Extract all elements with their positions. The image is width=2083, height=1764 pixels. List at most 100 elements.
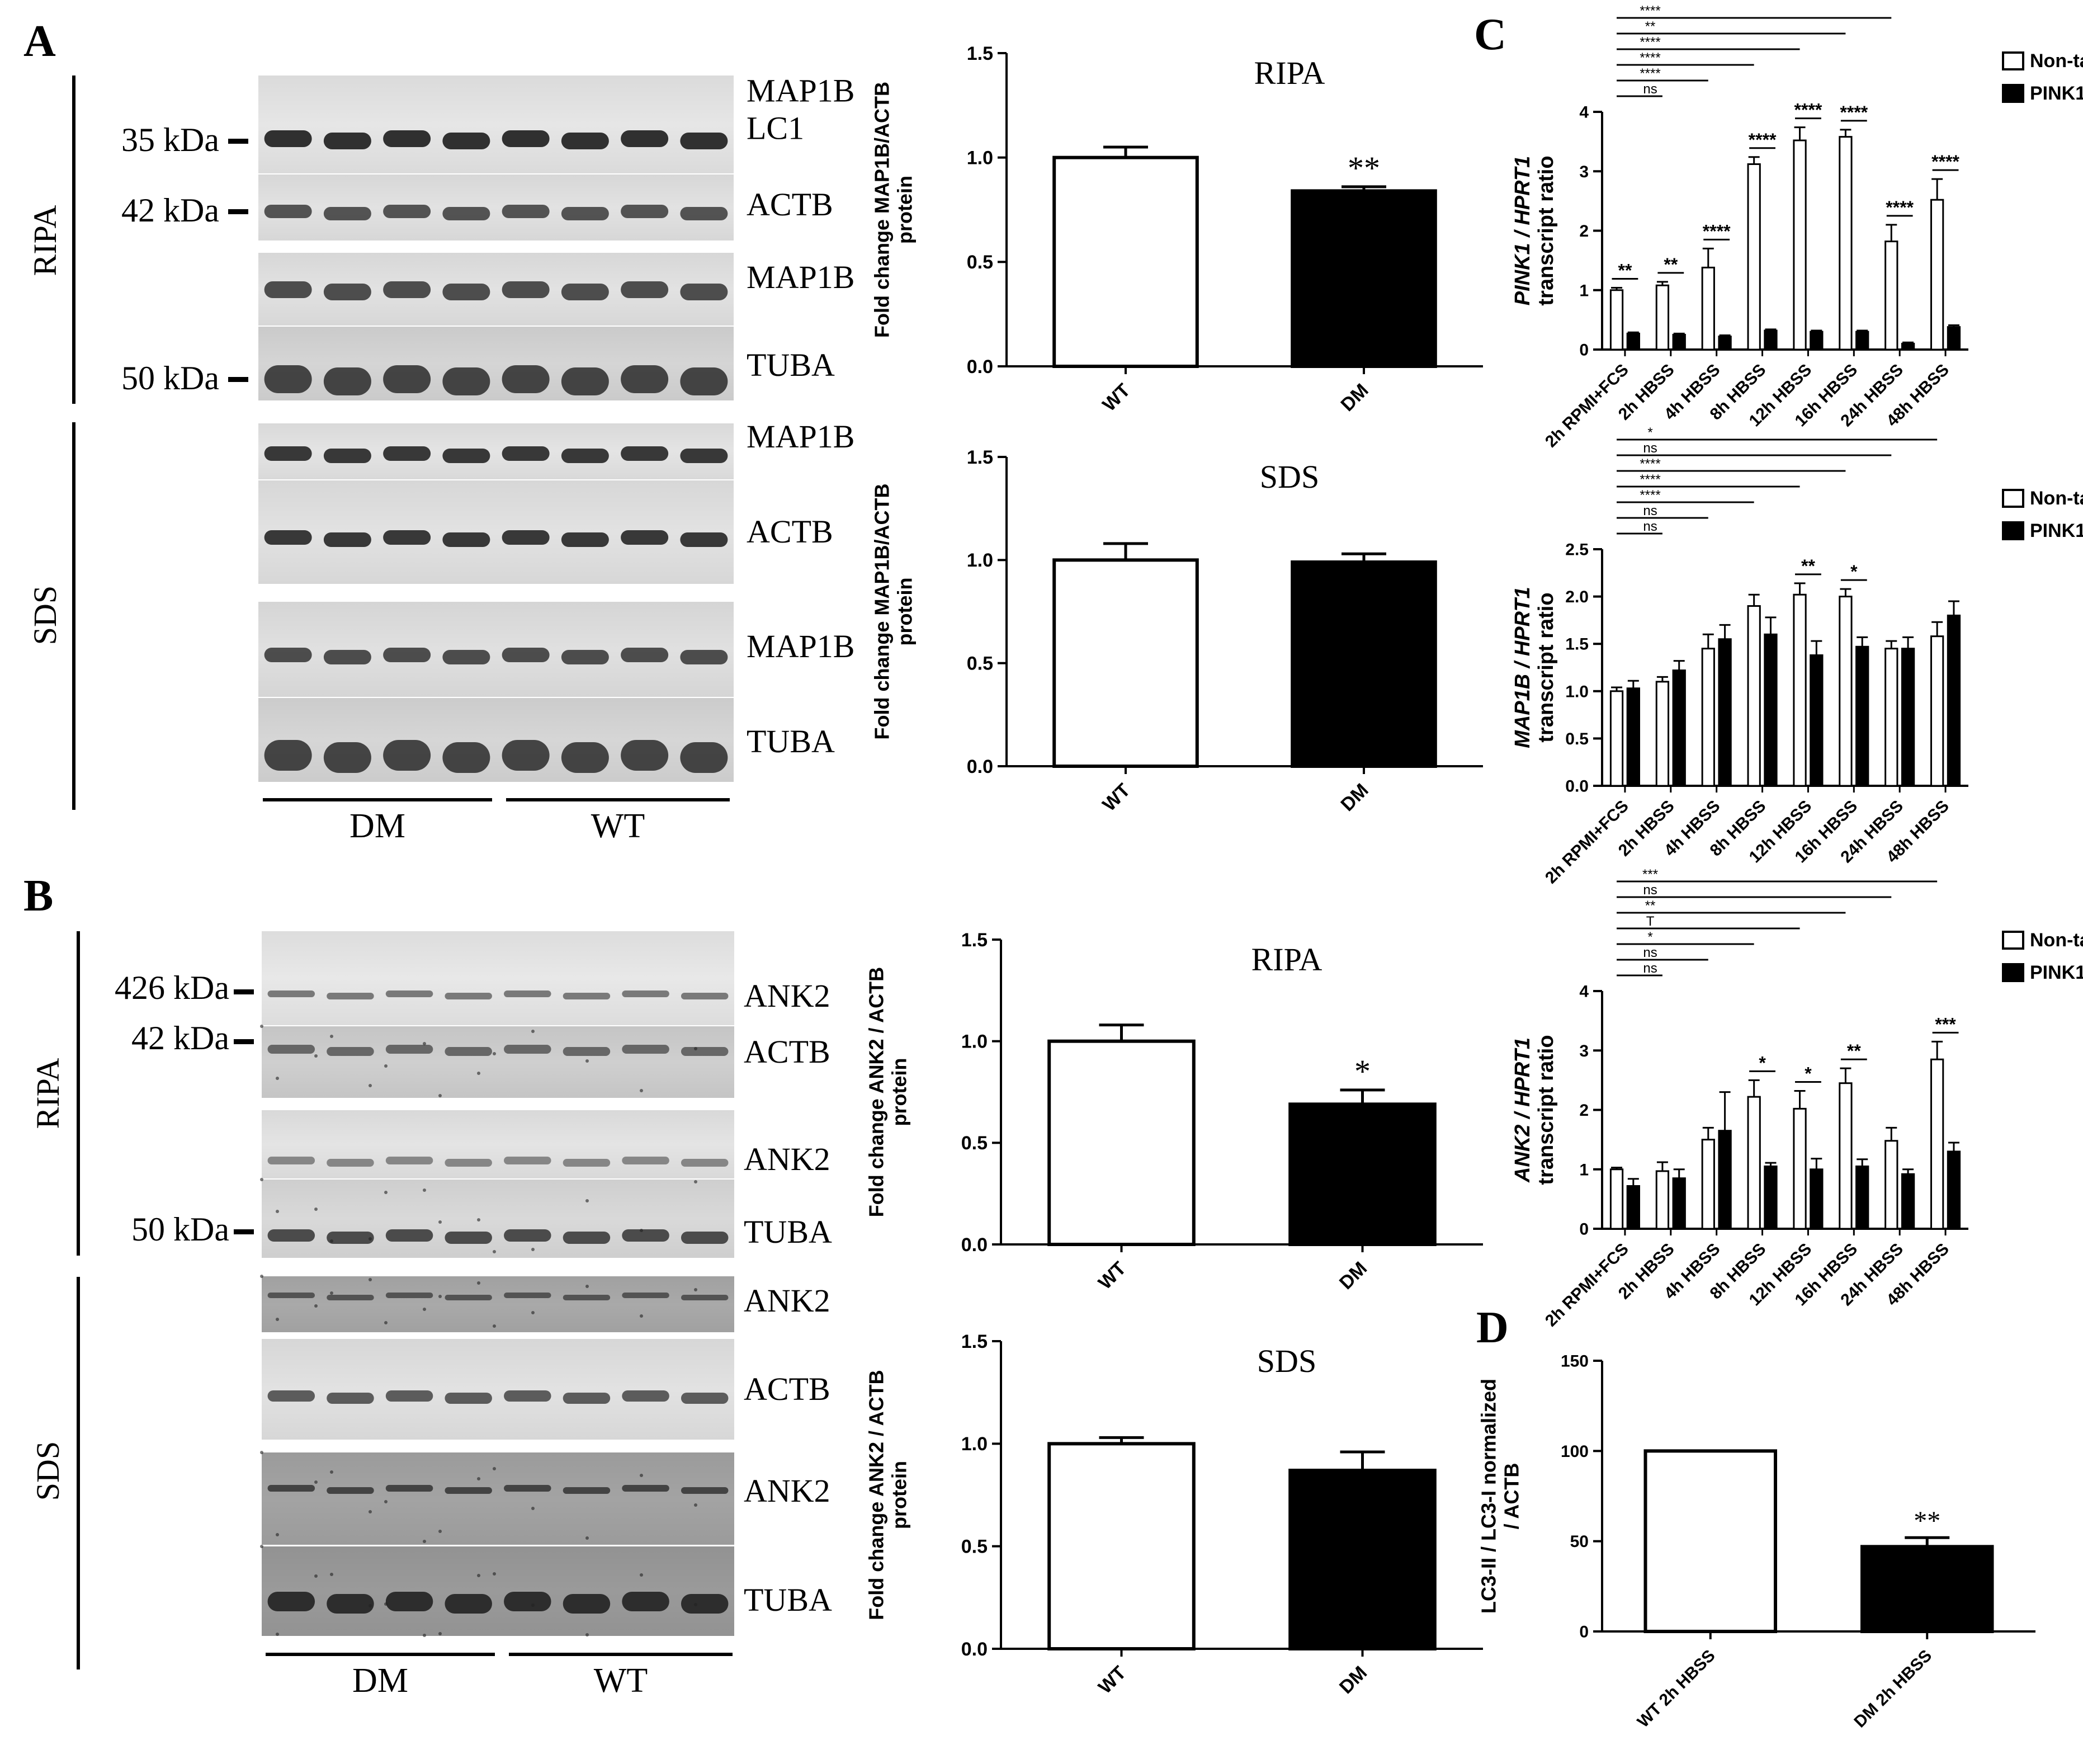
blot-b-sds-ank2-2-shade [262, 1452, 734, 1545]
y-tick-label: 3 [1579, 1042, 1589, 1060]
bar-nontarget [1747, 1096, 1761, 1230]
speck [369, 1604, 372, 1607]
blot-label-a-ripa-3: TUBA [747, 347, 835, 383]
blot-label-b-ripa-1: ACTB [744, 1034, 830, 1070]
panel-label-a: A [23, 17, 56, 66]
bar-nontarget [1655, 681, 1670, 787]
comparison-label: * [1647, 425, 1652, 440]
band [680, 207, 728, 220]
band [504, 1045, 551, 1054]
chart-b-ripa: 0.0 0.5 1.0 1.5 RIPA WT * DM Fold change ANK2 / … [865, 930, 1483, 1294]
y-tick-label: 1.0 [961, 1031, 988, 1053]
band [383, 740, 431, 771]
band [504, 1390, 551, 1402]
band [323, 207, 371, 220]
pair-significance: **** [1886, 197, 1914, 218]
comparison-label: **** [1640, 50, 1660, 65]
band [621, 281, 669, 298]
speck [276, 1633, 279, 1636]
band [385, 991, 433, 997]
band [264, 648, 312, 662]
y-tick-label: 2 [1579, 222, 1589, 240]
comparison-label: **** [1640, 66, 1660, 81]
bar-dm [1288, 1469, 1437, 1650]
blot-b-sds-ank2 [260, 1275, 734, 1332]
band [267, 1485, 315, 1492]
speck [260, 1275, 263, 1278]
band [561, 742, 609, 773]
marker-b-50-tick [234, 1229, 254, 1234]
x-tick-label: DM [1336, 780, 1372, 815]
speck [477, 1574, 480, 1577]
speck [531, 1248, 535, 1251]
y-tick-label: 1.5 [967, 43, 993, 64]
x-tick-label: WT [1094, 1662, 1130, 1698]
group-label-a-dm: DM [349, 807, 405, 845]
band [680, 742, 728, 773]
y-axis-label: Fold change ANK2 / ACTBprotein [865, 967, 910, 1217]
band [445, 1295, 492, 1300]
chart-title: SDS [1257, 1343, 1316, 1379]
band [504, 1229, 551, 1242]
band [681, 1159, 729, 1167]
panel-label-c: C [1474, 10, 1506, 59]
band [327, 1047, 374, 1056]
band [383, 530, 431, 545]
legend-swatch [2002, 521, 2024, 540]
bar-wt [1047, 1039, 1196, 1246]
pair-significance: ** [1847, 1041, 1861, 1061]
speck [384, 1321, 388, 1324]
bar-pink1kd [1855, 331, 1869, 351]
band [264, 365, 312, 393]
blot-label-b-ripa-3: TUBA [744, 1214, 832, 1250]
y-axis-label: Fold change MAP1B/ACTBprotein [870, 82, 916, 338]
comparison-label: ns [1643, 883, 1657, 898]
band [323, 133, 371, 149]
band [622, 991, 669, 997]
bar-pink1kd [1901, 648, 1915, 787]
y-axis-label-gene: PINK1 / HPRT1 [1511, 156, 1534, 305]
band [323, 284, 371, 300]
band [621, 530, 669, 545]
y-tick-label: 1.0 [961, 1433, 988, 1455]
band [267, 1229, 315, 1242]
x-tick-label: WT [1098, 780, 1134, 815]
y-axis-label-gene: ANK2 / HPRT1 [1511, 1037, 1534, 1183]
pair-significance: **** [1794, 100, 1822, 120]
band [681, 993, 729, 999]
speck [694, 1288, 697, 1291]
comparison-label: ** [1645, 898, 1656, 913]
blot-a-ripa-map1b-lc1-shade [258, 76, 734, 173]
speck [276, 1210, 279, 1213]
band [264, 205, 312, 218]
marker-b-426: 426 kDa [115, 969, 229, 1006]
band [445, 1232, 492, 1244]
blot-label-a-ripa-1: ACTB [747, 186, 833, 223]
y-axis-label-gene: MAP1B / HPRT1 [1511, 587, 1534, 748]
speck [314, 1208, 318, 1211]
band [445, 1594, 492, 1614]
comparison-label: **** [1640, 488, 1660, 503]
x-tick-label: 2h RPMI+FCS [1542, 1240, 1632, 1331]
pair-significance: ** [1618, 261, 1632, 281]
speck [314, 1304, 318, 1308]
bar-nontarget [1884, 648, 1898, 787]
blot-b-ripa-ank2-2 [262, 1110, 734, 1178]
blot-b-ripa-ank2-2-shade [262, 1110, 734, 1178]
bar-wt [1052, 155, 1199, 368]
band [385, 1390, 433, 1402]
bar-pink1kd [1810, 1168, 1824, 1230]
band [504, 1592, 551, 1611]
bar-nontarget [1839, 136, 1853, 351]
blot-a-sds-map1b-2 [258, 602, 734, 697]
y-tick-label: 0.0 [961, 1234, 988, 1256]
chart-title: SDS [1260, 459, 1319, 495]
speck [423, 1634, 426, 1637]
band [267, 991, 315, 997]
significance-marker: * [1354, 1053, 1371, 1089]
band [622, 1293, 669, 1298]
